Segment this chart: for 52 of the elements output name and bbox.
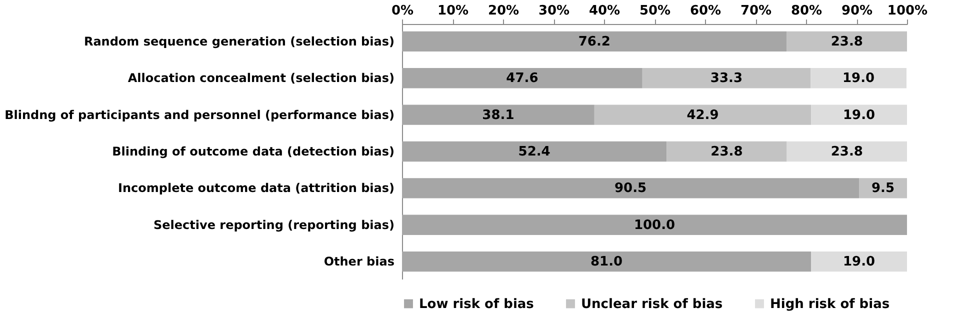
data-label: 100.0 [634, 218, 676, 233]
x-tick-label: 60% [690, 4, 722, 18]
x-tick-label: 30% [538, 4, 570, 18]
bar [402, 31, 787, 52]
y-tick-label: Allocation concealment (selection bias) [128, 71, 394, 86]
bar [786, 31, 907, 52]
y-tick-label: Selective reporting (reporting bias) [154, 218, 394, 232]
y-tick-label: Other bias [324, 254, 394, 269]
x-tick-label: 70% [740, 4, 772, 18]
legend-label: Unclear risk of bias [581, 296, 723, 312]
data-label: 81.0 [590, 254, 623, 270]
data-label: 23.8 [830, 144, 863, 160]
x-tick-label: 90% [841, 4, 873, 18]
data-label: 19.0 [842, 254, 876, 270]
bar [402, 178, 860, 198]
bar [642, 68, 811, 88]
bar [402, 104, 594, 125]
bar [402, 68, 642, 88]
bar [402, 214, 907, 235]
bar [402, 251, 812, 272]
y-tick-label: Blindng of participants and personnel (performance bias) [4, 108, 394, 122]
y-tick-label: Incomplete outcome data (attrition bias) [118, 181, 394, 196]
bar [402, 141, 667, 162]
data-label: 52.4 [518, 144, 550, 160]
y-tick-label: Blinding of outcome data (detection bias) [112, 144, 394, 158]
data-label: 76.2 [578, 34, 610, 50]
y-tick-label: Random sequence generation (selection bias) [84, 34, 394, 48]
x-tick-label: 20% [488, 4, 520, 18]
bar [666, 141, 787, 162]
bar [786, 141, 907, 162]
data-label: 38.1 [482, 108, 514, 123]
x-tick-label: 50% [639, 4, 671, 18]
data-label: 33.3 [710, 71, 742, 86]
bar [811, 251, 907, 272]
legend-label: Low risk of bias [419, 296, 534, 312]
bar [811, 104, 907, 125]
legend-label: High risk of bias [770, 296, 890, 312]
data-label: 23.8 [830, 34, 863, 50]
x-tick-label: 100% [887, 4, 928, 18]
data-label: 19.0 [842, 71, 875, 86]
bar [594, 104, 812, 125]
x-tick-label: 80% [790, 4, 822, 18]
data-label: 42.9 [686, 108, 719, 123]
data-label: 23.8 [710, 144, 743, 160]
x-tick-label: 40% [588, 4, 620, 18]
data-label: 9.5 [871, 181, 895, 196]
bar [810, 68, 906, 88]
data-label: 90.5 [614, 181, 647, 196]
data-label: 47.6 [506, 71, 538, 86]
data-label: 19.0 [842, 108, 876, 123]
x-tick-label: 10% [437, 4, 469, 18]
x-tick-label: 0% [391, 4, 414, 18]
